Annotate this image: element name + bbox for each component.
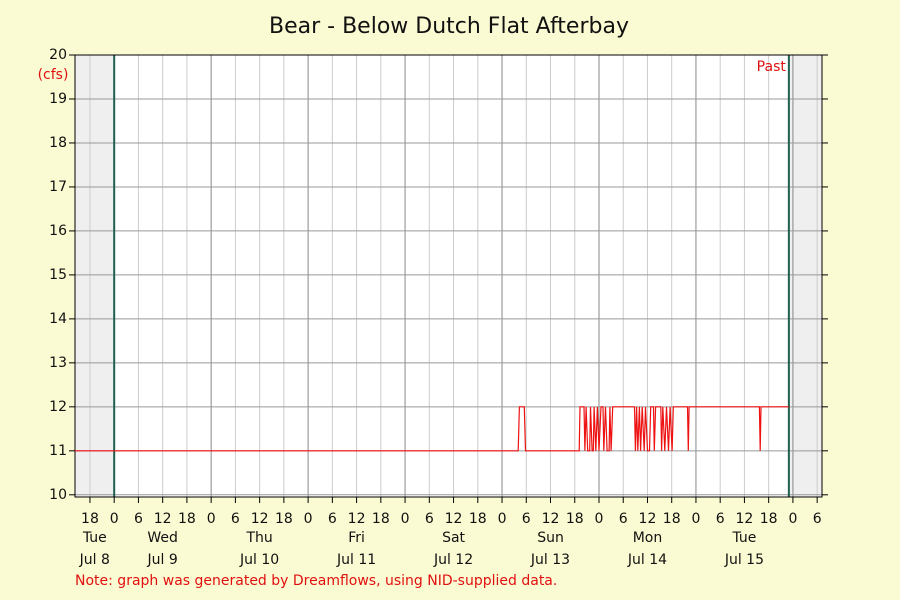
day-label: Tue [731, 530, 756, 546]
x-tick-label: 6 [522, 511, 531, 527]
plot-frame [74, 54, 823, 498]
date-label: Jul 14 [627, 552, 667, 568]
y-tick-label: 15 [49, 267, 67, 283]
x-tick-label: 12 [154, 511, 172, 527]
date-label: Jul 15 [724, 552, 764, 568]
x-tick-label: 6 [813, 511, 822, 527]
date-label: Jul 11 [336, 552, 376, 568]
day-label: Sun [537, 530, 564, 546]
y-unit: (cfs) [38, 67, 69, 83]
shade-right [788, 55, 822, 497]
x-tick-label: 0 [788, 511, 797, 527]
y-tick-label: 17 [49, 179, 67, 195]
y-tick-label: 19 [49, 91, 67, 107]
y-tick-label: 14 [49, 311, 67, 327]
x-tick-label: 0 [691, 511, 700, 527]
x-tick-label: 18 [372, 511, 390, 527]
x-tick-label: 0 [207, 511, 216, 527]
day-label: Sat [442, 530, 465, 546]
date-label: Jul 12 [433, 552, 473, 568]
x-tick-label: 12 [348, 511, 366, 527]
x-tick-label: 6 [134, 511, 143, 527]
x-tick-label: 18 [275, 511, 293, 527]
x-tick-label: 0 [401, 511, 410, 527]
plot-area [75, 55, 822, 497]
x-tick-label: 6 [619, 511, 628, 527]
x-tick-label: 6 [425, 511, 434, 527]
day-label: Tue [82, 530, 107, 546]
y-tick-label: 18 [49, 135, 67, 151]
x-tick-label: 12 [251, 511, 269, 527]
y-tick-label: 13 [49, 355, 67, 371]
y-tick-label: 16 [49, 223, 67, 239]
past-label: Past [757, 59, 787, 75]
x-tick-label: 18 [760, 511, 778, 527]
y-tick-label: 10 [49, 487, 67, 503]
x-tick-label: 18 [81, 511, 99, 527]
x-tick-label: 12 [445, 511, 463, 527]
y-tick-label: 11 [49, 443, 67, 459]
x-tick-label: 0 [304, 511, 313, 527]
x-tick-label: 12 [542, 511, 560, 527]
x-tick-label: 18 [663, 511, 681, 527]
day-label: Thu [245, 530, 272, 546]
day-label: Mon [633, 530, 663, 546]
x-tick-label: 12 [736, 511, 754, 527]
shade-left [75, 55, 115, 497]
x-tick-label: 0 [110, 511, 119, 527]
date-label: Jul 9 [147, 552, 178, 568]
day-label: Wed [147, 530, 178, 546]
date-label: Jul 10 [239, 552, 279, 568]
date-label: Jul 8 [79, 552, 110, 568]
y-tick-label: 20 [49, 47, 67, 63]
x-tick-label: 18 [178, 511, 196, 527]
day-label: Fri [348, 530, 365, 546]
x-tick-label: 6 [231, 511, 240, 527]
x-tick-label: 6 [716, 511, 725, 527]
date-label: Jul 13 [530, 552, 570, 568]
x-tick-label: 0 [595, 511, 604, 527]
x-tick-label: 6 [328, 511, 337, 527]
x-tick-label: 18 [566, 511, 584, 527]
flow-line [75, 406, 789, 452]
note: Note: graph was generated by Dreamflows,… [75, 573, 557, 589]
y-tick-label: 12 [49, 399, 67, 415]
x-tick-label: 18 [469, 511, 487, 527]
chart-title: Bear - Below Dutch Flat Afterbay [269, 14, 629, 39]
x-tick-label: 12 [639, 511, 657, 527]
x-tick-label: 0 [498, 511, 507, 527]
